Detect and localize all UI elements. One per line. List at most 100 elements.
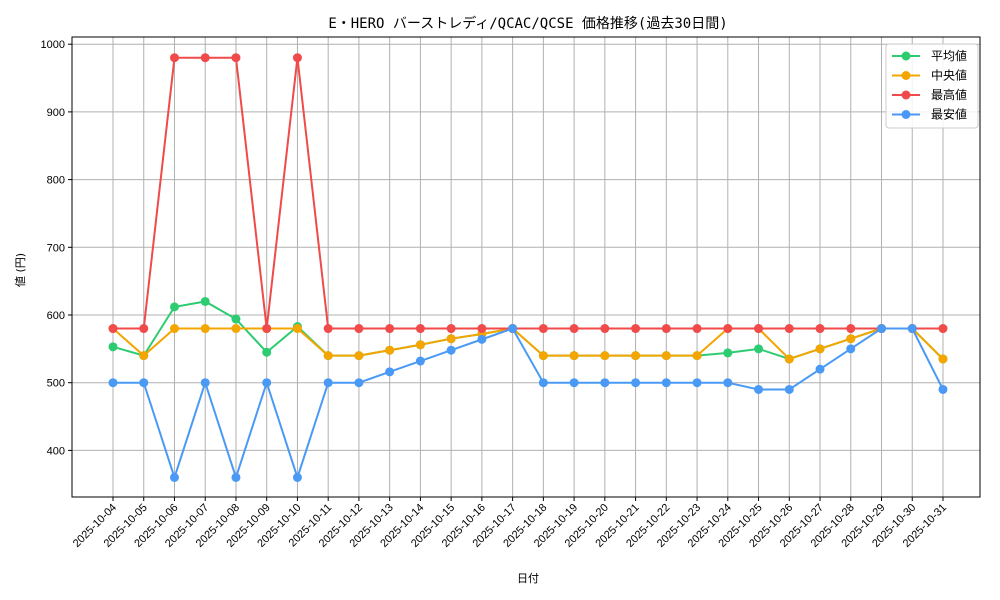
data-point (139, 351, 149, 361)
data-point (723, 348, 733, 358)
data-point (477, 324, 487, 334)
data-point (846, 324, 856, 334)
series-2 (108, 53, 948, 334)
data-point (569, 351, 579, 361)
data-point (723, 324, 733, 334)
data-point (385, 324, 395, 334)
data-point (139, 324, 149, 334)
series-line (113, 56, 943, 330)
y-axis-ticks: 400 500 600 700 800 900 1000 (41, 39, 72, 457)
data-point (446, 345, 456, 355)
data-point (108, 342, 118, 352)
data-point (538, 351, 548, 361)
y-tick-label: 700 (47, 242, 65, 254)
legend-label: 平均値 (931, 48, 967, 63)
data-point (723, 378, 733, 388)
y-axis-label: 値 (円) (14, 253, 27, 287)
legend-item-0: 平均値 (892, 48, 967, 63)
data-point (231, 53, 241, 63)
data-point (200, 53, 210, 63)
data-point (784, 384, 794, 394)
data-point (569, 378, 579, 388)
y-tick-label: 500 (47, 378, 65, 390)
x-axis-label: 日付 (517, 572, 539, 585)
data-point (846, 334, 856, 344)
data-point (815, 324, 825, 334)
data-point (231, 324, 241, 334)
data-point (415, 340, 425, 350)
data-point (938, 324, 948, 334)
data-point (815, 344, 825, 354)
plot-area-frame (71, 36, 981, 498)
data-point (415, 356, 425, 366)
data-series (108, 53, 948, 482)
data-point (938, 384, 948, 394)
data-point (692, 324, 702, 334)
data-point (323, 378, 333, 388)
data-point (139, 378, 149, 388)
data-point (477, 334, 487, 344)
data-point (600, 324, 610, 334)
data-point (169, 53, 179, 63)
data-point (538, 378, 548, 388)
data-point (323, 324, 333, 334)
data-point (569, 324, 579, 334)
data-point (600, 351, 610, 361)
y-tick-label: 800 (47, 175, 65, 187)
data-point (661, 351, 671, 361)
data-point (200, 378, 210, 388)
data-point (415, 324, 425, 334)
data-point (661, 378, 671, 388)
data-point (631, 378, 641, 388)
legend-label: 中央値 (931, 68, 967, 83)
data-point (200, 296, 210, 306)
data-point (446, 334, 456, 344)
data-point (508, 324, 518, 334)
data-point (262, 324, 272, 334)
data-point (292, 472, 302, 482)
data-point (231, 472, 241, 482)
legend-marker-icon (901, 51, 911, 61)
y-tick-label: 400 (47, 445, 65, 457)
data-point (354, 378, 364, 388)
y-tick-label: 600 (47, 310, 65, 322)
data-point (262, 347, 272, 357)
legend-marker-icon (901, 90, 911, 100)
data-point (262, 378, 272, 388)
data-point (231, 314, 241, 324)
legend-item-3: 最安値 (892, 107, 967, 122)
legend-box (885, 43, 979, 129)
data-point (169, 472, 179, 482)
data-point (938, 354, 948, 364)
data-point (385, 367, 395, 377)
data-point (385, 345, 395, 355)
data-point (815, 364, 825, 374)
data-point (661, 324, 671, 334)
series-3 (108, 324, 948, 482)
data-point (754, 344, 764, 354)
y-tick-label: 900 (47, 107, 65, 119)
legend-marker-icon (901, 110, 911, 119)
data-point (600, 378, 610, 388)
data-point (907, 324, 917, 334)
data-point (692, 378, 702, 388)
grid-lines (72, 37, 980, 497)
x-axis-ticks: 2025-10-042025-10-052025-10-062025-10-07… (71, 497, 949, 550)
data-point (784, 354, 794, 364)
data-point (323, 351, 333, 361)
data-point (784, 324, 794, 334)
data-point (169, 302, 179, 312)
legend-label: 最安値 (931, 107, 967, 122)
data-point (631, 351, 641, 361)
data-point (846, 344, 856, 354)
legend-marker-icon (901, 71, 911, 80)
y-tick-label: 1000 (41, 39, 65, 51)
legend-item-1: 中央値 (892, 68, 967, 83)
data-point (354, 324, 364, 334)
legend-item-2: 最高値 (892, 87, 967, 102)
legend-label: 最高値 (931, 87, 967, 102)
data-point (108, 324, 118, 334)
data-point (200, 324, 210, 334)
data-point (754, 384, 764, 394)
